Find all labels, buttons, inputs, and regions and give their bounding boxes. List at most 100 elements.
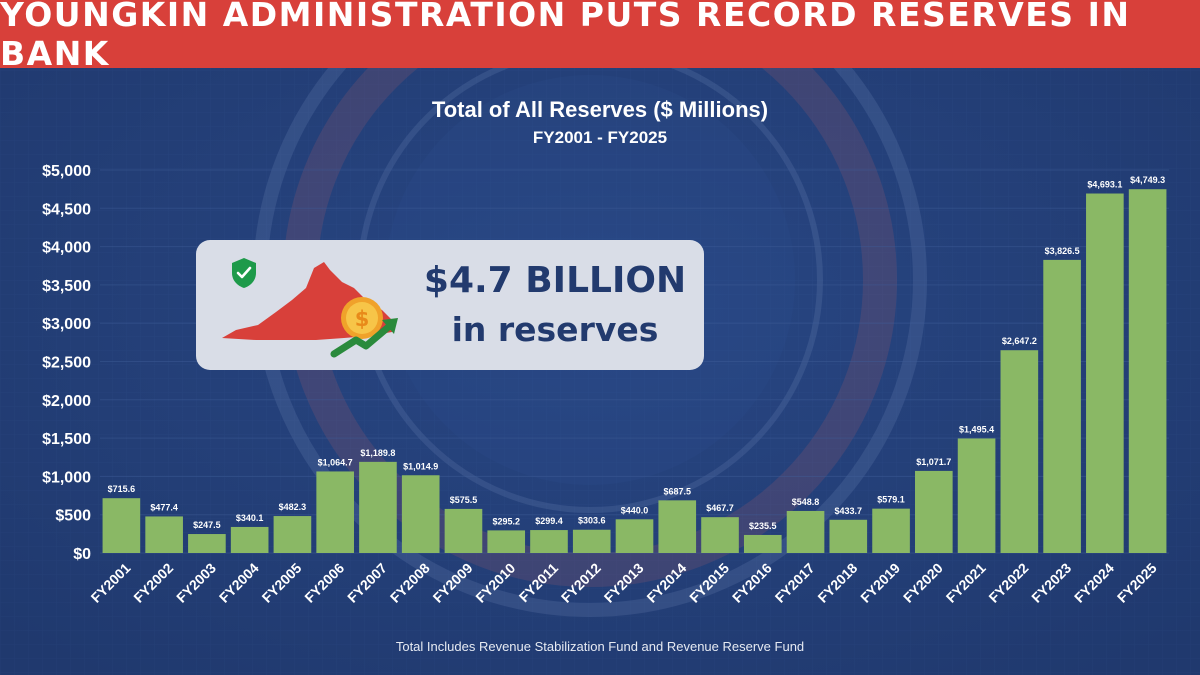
data-label: $235.5 [749,521,777,531]
data-label: $295.2 [492,516,520,526]
x-tick-label: FY2025 [1114,560,1160,606]
bar [829,519,868,553]
x-tick-label: FY2020 [900,560,946,606]
shield-check-icon [232,258,256,288]
svg-text:$: $ [355,307,370,331]
bar [572,529,611,553]
y-tick-label: $500 [55,508,91,525]
x-tick-label: FY2014 [643,560,689,606]
bar [957,438,996,553]
x-tick-label: FY2019 [857,560,903,606]
y-tick-label: $2,500 [42,355,91,372]
data-label: $575.5 [450,495,478,505]
coin-icon: $ [341,297,383,339]
data-label: $299.4 [535,516,563,526]
x-tick-label: FY2013 [601,560,647,606]
x-tick-label: FY2002 [130,560,176,606]
bar [530,530,568,553]
callout-text: in reserves [451,310,659,349]
data-label: $3,826.5 [1045,246,1080,256]
bar [230,526,269,553]
x-tick-label: FY2016 [729,560,775,606]
data-label: $440.0 [621,505,649,515]
data-label: $2,647.2 [1002,336,1037,346]
x-tick-label: FY2007 [344,560,390,606]
data-label: $1,071.7 [916,457,951,467]
data-label: $482.3 [279,502,307,512]
bar [102,498,141,553]
title-banner: YOUNGKIN ADMINISTRATION PUTS RECORD RESE… [0,0,1200,73]
bar [915,470,953,553]
x-tick-label: FY2015 [686,560,732,606]
bar [1086,193,1124,553]
chart-footnote: Total Includes Revenue Stabilization Fun… [395,639,805,654]
bar [359,461,397,553]
data-label: $687.5 [663,486,691,496]
y-tick-label: $5,000 [42,163,91,180]
data-label: $433.7 [835,506,863,516]
bar [188,534,226,553]
data-label: $477.4 [150,502,178,512]
x-tick-label: FY2001 [88,560,134,606]
y-tick-label: $3,500 [42,278,91,295]
x-tick-label: FY2017 [772,560,818,606]
bar [487,530,526,553]
bar [401,475,440,553]
bar [273,516,312,553]
data-label: $579.1 [877,495,905,505]
bar [872,508,910,553]
chart-subtitle: FY2001 - FY2025 [532,128,668,147]
data-label: $715.6 [108,484,136,494]
y-tick-label: $4,000 [42,240,91,257]
bar [701,517,739,553]
data-label: $548.8 [792,497,820,507]
x-tick-label: FY2004 [216,560,262,606]
x-tick-label: FY2011 [516,560,562,606]
x-tick-label: FY2005 [259,560,305,606]
x-tick-label: FY2024 [1071,560,1117,606]
bar [658,500,697,553]
y-tick-label: $1,500 [42,431,91,448]
y-tick-label: $2,000 [42,393,91,410]
data-label: $1,495.4 [959,424,994,434]
x-tick-label: FY2012 [558,560,604,606]
virginia-reserves-graphic: $ [222,258,398,358]
banner-headline: YOUNGKIN ADMINISTRATION PUTS RECORD RESE… [0,0,1131,73]
bar [743,534,782,553]
data-label: $1,189.8 [360,448,395,458]
bar [444,508,483,553]
bar [316,471,354,553]
bar [1043,259,1081,553]
x-tick-label: FY2018 [814,560,860,606]
bar [1000,350,1039,553]
x-tick-label: FY2022 [985,560,1031,606]
y-tick-label: $4,500 [42,201,91,218]
data-label: $1,014.9 [403,461,438,471]
y-tick-label: $1,000 [42,469,91,486]
data-label: $4,693.1 [1087,180,1122,190]
x-tick-label: FY2006 [301,560,347,606]
bar [615,519,654,553]
data-label: $1,064.7 [318,457,353,467]
bar [786,510,825,553]
data-label: $303.6 [578,516,606,526]
x-tick-label: FY2003 [173,560,219,606]
chart-title: Total of All Reserves ($ Millions) [431,97,769,122]
x-tick-label: FY2021 [943,560,989,606]
callout-amount: $4.7 BILLION [423,260,687,301]
x-tick-label: FY2008 [387,560,433,606]
y-tick-label: $3,000 [42,316,91,333]
data-label: $340.1 [236,513,264,523]
bar [1128,189,1167,553]
data-label: $467.7 [706,503,734,513]
data-label: $247.5 [193,520,221,530]
data-label: $4,749.3 [1130,175,1165,185]
reserves-callout: $ $4.7 BILLION in reserves [196,240,704,370]
y-tick-label: $0 [73,546,91,563]
x-tick-label: FY2009 [430,560,476,606]
x-tick-label: FY2010 [472,560,518,606]
growth-arrow-icon [330,318,398,358]
x-tick-label: FY2023 [1028,560,1074,606]
bar [145,516,183,553]
